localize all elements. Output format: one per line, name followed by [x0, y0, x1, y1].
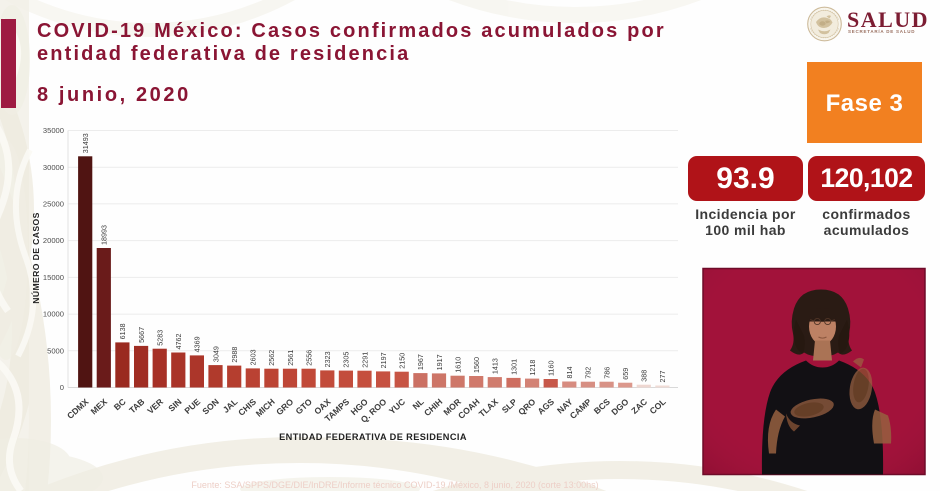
svg-text:1967: 1967 — [416, 354, 425, 370]
svg-text:QRO: QRO — [516, 396, 537, 417]
svg-text:VER: VER — [145, 396, 165, 416]
svg-text:1413: 1413 — [491, 358, 500, 374]
svg-text:CDMX: CDMX — [65, 396, 91, 421]
svg-text:TAB: TAB — [127, 397, 146, 416]
svg-text:277: 277 — [658, 371, 667, 383]
svg-text:2305: 2305 — [342, 352, 351, 368]
svg-text:2988: 2988 — [230, 347, 239, 363]
svg-text:SLP: SLP — [500, 396, 519, 415]
svg-text:1160: 1160 — [547, 361, 556, 376]
svg-text:2197: 2197 — [379, 352, 388, 368]
svg-text:BC: BC — [112, 397, 128, 413]
svg-text:2562: 2562 — [267, 350, 276, 366]
svg-text:SON: SON — [200, 397, 221, 417]
svg-text:GRO: GRO — [274, 396, 295, 417]
svg-text:BCS: BCS — [592, 396, 612, 416]
svg-text:388: 388 — [640, 370, 649, 382]
svg-text:18993: 18993 — [100, 225, 109, 245]
svg-text:2556: 2556 — [304, 350, 313, 366]
svg-text:20000: 20000 — [43, 236, 64, 245]
svg-text:4762: 4762 — [174, 334, 183, 350]
svg-text:5283: 5283 — [156, 330, 165, 346]
svg-text:ZAC: ZAC — [629, 397, 649, 416]
svg-text:NÚMERO DE CASOS: NÚMERO DE CASOS — [30, 212, 41, 303]
svg-text:1610: 1610 — [453, 357, 462, 373]
svg-text:35000: 35000 — [43, 126, 64, 135]
svg-text:2561: 2561 — [286, 350, 295, 366]
svg-text:5667: 5667 — [137, 327, 146, 343]
svg-text:2150: 2150 — [398, 353, 407, 369]
svg-text:786: 786 — [602, 367, 611, 379]
svg-text:ENTIDAD FEDERATIVA DE RESIDENC: ENTIDAD FEDERATIVA DE RESIDENCIA — [279, 432, 467, 442]
svg-text:2323: 2323 — [323, 351, 332, 367]
svg-text:DGO: DGO — [609, 396, 630, 417]
svg-text:659: 659 — [621, 368, 630, 380]
svg-text:1301: 1301 — [509, 359, 518, 375]
svg-text:31493: 31493 — [81, 133, 90, 153]
svg-text:0: 0 — [60, 383, 64, 392]
svg-text:5000: 5000 — [47, 346, 64, 355]
svg-text:MEX: MEX — [89, 396, 110, 416]
svg-text:COAH: COAH — [456, 397, 482, 421]
svg-text:CHIH: CHIH — [422, 397, 444, 418]
svg-text:COL: COL — [648, 397, 668, 417]
svg-text:PUE: PUE — [182, 396, 202, 415]
svg-text:25000: 25000 — [43, 200, 64, 209]
svg-text:1218: 1218 — [528, 360, 537, 376]
svg-text:792: 792 — [584, 367, 593, 379]
svg-text:YUC: YUC — [387, 397, 407, 417]
svg-text:SIN: SIN — [166, 397, 183, 414]
svg-text:1917: 1917 — [435, 354, 444, 370]
svg-text:10000: 10000 — [43, 310, 64, 319]
svg-text:MICH: MICH — [254, 397, 277, 419]
svg-text:30000: 30000 — [43, 163, 64, 172]
svg-text:GTO: GTO — [294, 396, 315, 416]
svg-text:TLAX: TLAX — [477, 396, 501, 419]
svg-text:814: 814 — [565, 367, 574, 379]
svg-text:3049: 3049 — [211, 346, 220, 362]
svg-text:4369: 4369 — [193, 336, 202, 352]
svg-text:6138: 6138 — [118, 323, 127, 339]
svg-text:1560: 1560 — [472, 357, 481, 373]
svg-text:2291: 2291 — [360, 352, 369, 368]
svg-text:15000: 15000 — [43, 273, 64, 282]
svg-text:2603: 2603 — [249, 349, 258, 365]
svg-text:AGS: AGS — [536, 396, 557, 416]
svg-text:CHIS: CHIS — [236, 396, 258, 417]
svg-text:CAMP: CAMP — [568, 396, 594, 421]
